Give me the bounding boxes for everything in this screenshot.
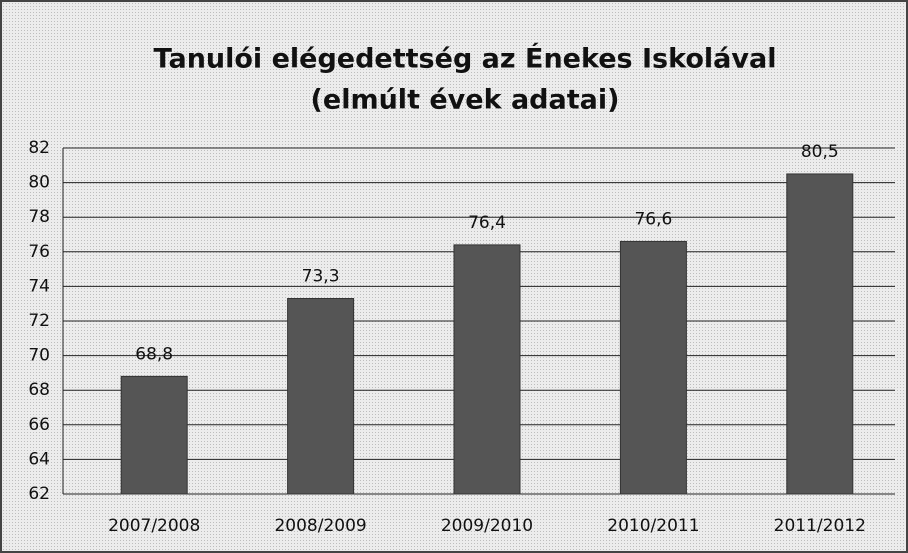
y-tick-label: 64 xyxy=(28,449,50,469)
chart-title: Tanulói elégedettség az Énekes Iskolával xyxy=(154,43,777,75)
x-tick-label: 2009/2010 xyxy=(441,516,533,536)
x-tick-label: 2007/2008 xyxy=(108,516,200,536)
bar xyxy=(786,173,854,495)
value-label: 80,5 xyxy=(801,142,839,162)
y-tick-label: 66 xyxy=(28,415,50,435)
value-label: 68,8 xyxy=(135,344,173,364)
y-tick-label: 82 xyxy=(28,138,50,158)
value-label: 73,3 xyxy=(302,267,340,287)
y-tick-label: 80 xyxy=(28,173,50,193)
y-tick-label: 68 xyxy=(28,380,50,400)
x-tick-label: 2010/2011 xyxy=(607,516,699,536)
y-tick-label: 62 xyxy=(28,484,50,504)
y-tick-label: 78 xyxy=(28,207,50,227)
bar xyxy=(453,244,521,495)
y-tick-label: 72 xyxy=(28,311,50,331)
bar xyxy=(120,375,188,495)
value-label: 76,4 xyxy=(468,213,506,233)
bar xyxy=(287,298,355,495)
y-tick-label: 76 xyxy=(28,242,50,262)
y-tick-label: 74 xyxy=(28,276,50,296)
x-tick-label: 2008/2009 xyxy=(274,516,366,536)
bar xyxy=(619,240,687,495)
x-tick-label: 2011/2012 xyxy=(774,516,866,536)
chart-title: (elmúlt évek adatai) xyxy=(311,85,620,116)
value-label: 76,6 xyxy=(634,209,672,229)
y-tick-label: 70 xyxy=(28,346,50,366)
